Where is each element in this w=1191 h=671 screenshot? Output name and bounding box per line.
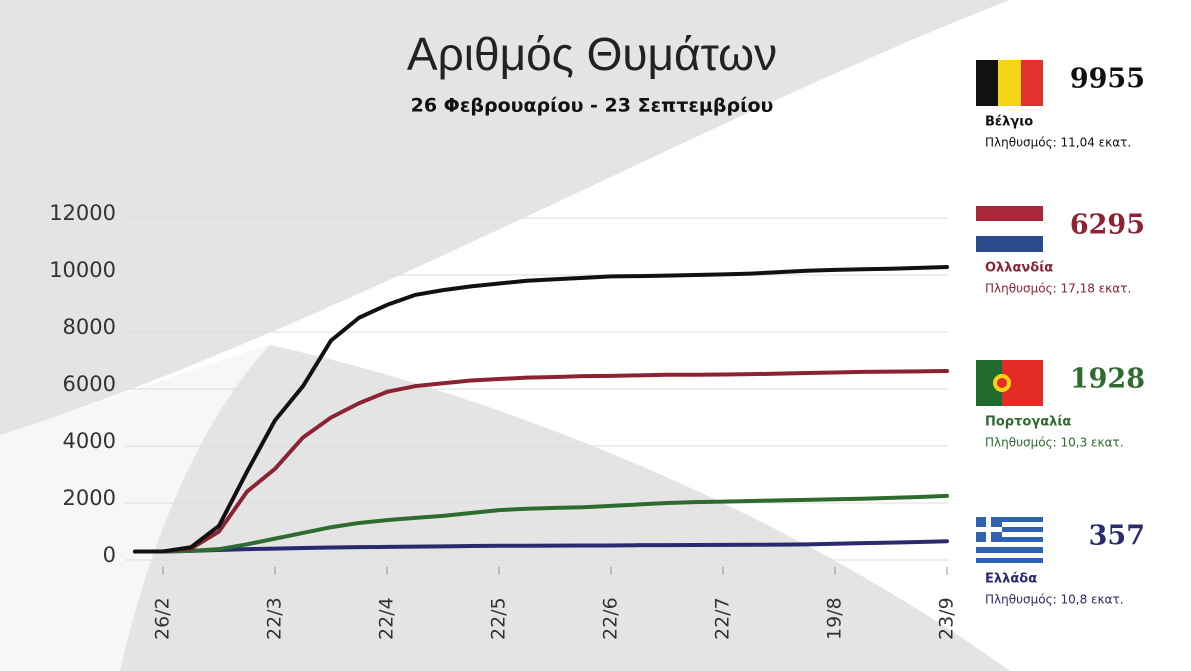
legend-name: Βέλγιο bbox=[985, 115, 1033, 130]
legend-population: Πληθυσμός: 10,8 εκατ. bbox=[985, 593, 1124, 607]
y-tick-label: 8000 bbox=[63, 315, 116, 339]
x-tick-label: 26/2 bbox=[152, 597, 174, 640]
legend-population: Πληθυσμός: 17,18 εκατ. bbox=[985, 282, 1131, 296]
y-tick-label: 0 bbox=[103, 543, 116, 567]
legend-total: 6295 bbox=[1070, 210, 1145, 241]
legend-population: Πληθυσμός: 10,3 εκατ. bbox=[985, 436, 1124, 450]
x-tick-label: 19/8 bbox=[824, 597, 846, 640]
legend-name: Πορτογαλία bbox=[985, 415, 1071, 430]
flag-netherlands bbox=[976, 206, 1043, 252]
line-series bbox=[133, 539, 949, 554]
x-tick-label: 22/3 bbox=[264, 597, 286, 640]
y-tick-label: 4000 bbox=[63, 429, 116, 453]
y-tick-label: 10000 bbox=[49, 258, 116, 282]
x-tick-label: 22/4 bbox=[376, 597, 398, 640]
x-tick-label: 23/9 bbox=[936, 597, 958, 640]
y-tick-label: 12000 bbox=[49, 201, 116, 225]
y-tick-label: 2000 bbox=[63, 486, 116, 510]
y-tick-label: 6000 bbox=[63, 372, 116, 396]
line-series bbox=[133, 369, 949, 554]
legend-total: 9955 bbox=[1070, 64, 1145, 95]
legend-population: Πληθυσμός: 11,04 εκατ. bbox=[985, 136, 1131, 150]
legend-name: Ελλάδα bbox=[985, 572, 1037, 587]
x-tick-label: 22/5 bbox=[488, 597, 510, 640]
flag-portugal bbox=[976, 360, 1043, 406]
background-wave bbox=[0, 345, 270, 671]
flag-greece bbox=[976, 517, 1043, 563]
line-series bbox=[133, 265, 949, 554]
chart-subtitle: 26 Φεβρουαρίου - 23 Σεπτεμβρίου bbox=[411, 95, 774, 117]
x-tick-label: 22/7 bbox=[712, 597, 734, 640]
chart-title: Αριθμός Θυμάτων bbox=[407, 28, 777, 80]
legend-total: 357 bbox=[1089, 521, 1145, 552]
flag-belgium bbox=[976, 60, 1043, 106]
x-tick-label: 22/6 bbox=[600, 597, 622, 640]
line-series bbox=[133, 493, 949, 554]
legend-name: Ολλανδία bbox=[985, 261, 1053, 276]
legend-total: 1928 bbox=[1070, 364, 1145, 395]
